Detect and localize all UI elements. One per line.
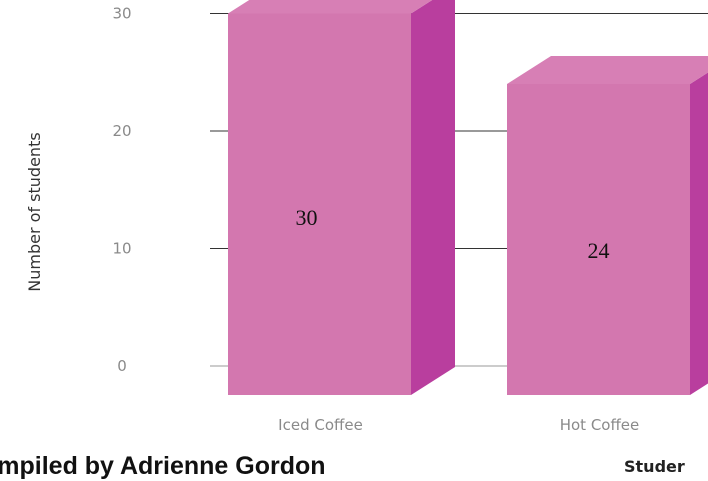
data-labels: 30 24	[296, 205, 610, 263]
x-category-label: Iced Coffee	[278, 416, 363, 434]
y-tick-label: 20	[112, 122, 131, 140]
bar-iced-coffee	[228, 0, 455, 395]
bar-hot-coffee	[507, 56, 708, 395]
bar-front-face	[228, 13, 411, 395]
bars	[228, 0, 708, 395]
x-axis-label: Studer	[624, 457, 685, 476]
data-label: 24	[588, 238, 610, 263]
y-axis-ticks: 0 10 20 30	[112, 5, 131, 376]
y-tick-label: 30	[112, 5, 131, 23]
credit-text: ompiled by Adrienne Gordon	[0, 452, 326, 480]
x-axis-categories: Iced Coffee Hot Coffee	[278, 416, 639, 434]
y-tick-label: 0	[117, 357, 127, 375]
data-label: 30	[296, 205, 318, 230]
bar-top-face	[507, 56, 708, 84]
bar-top-face	[228, 0, 433, 14]
bar-front-face	[507, 84, 690, 395]
x-category-label: Hot Coffee	[560, 416, 640, 434]
y-axis-label: Number of students	[25, 132, 44, 291]
bar-side-face	[411, 0, 455, 395]
y-tick-label: 10	[112, 240, 131, 258]
bar-side-face	[690, 72, 708, 395]
